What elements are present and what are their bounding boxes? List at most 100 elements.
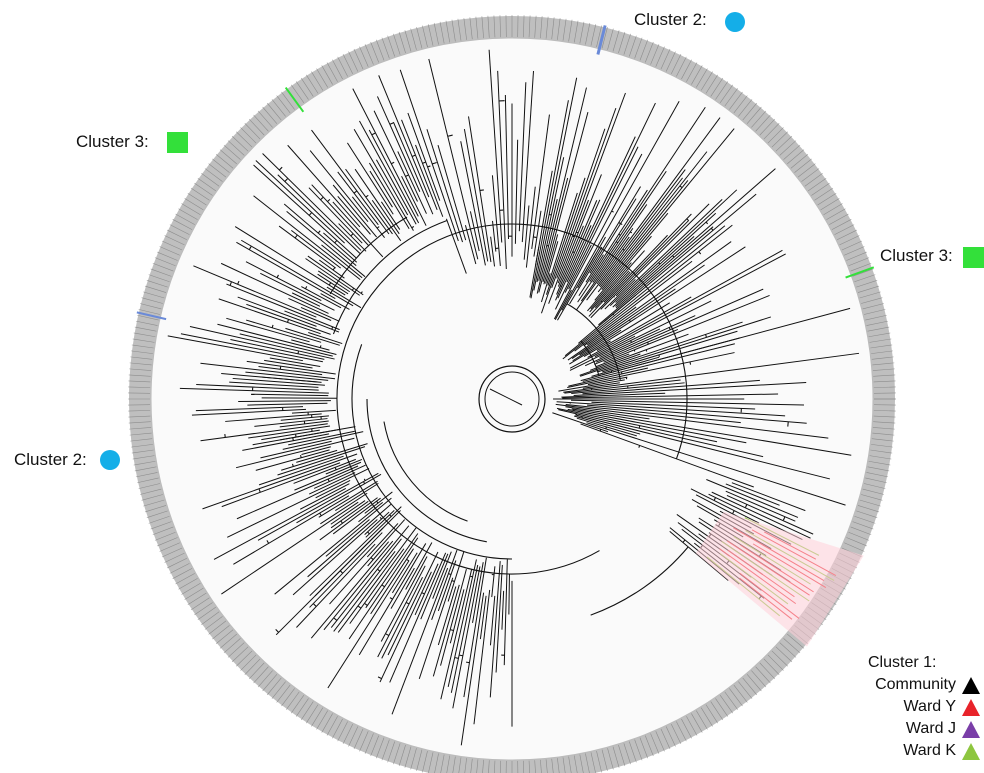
- tree-branch: [329, 519, 406, 605]
- tree-branch: [579, 246, 746, 356]
- tree-branch: [242, 433, 330, 451]
- tree-branch-arc: [454, 657, 459, 659]
- tip-label-tick: [856, 280, 878, 288]
- tip-label-tick: [305, 74, 319, 94]
- tree-branch: [561, 100, 680, 311]
- tree-branch-arc: [782, 516, 786, 521]
- tree-branch: [460, 592, 485, 746]
- tree-branch: [432, 551, 452, 599]
- tree-branch: [503, 559, 508, 666]
- tree-branch: [445, 218, 467, 274]
- tip-label-tick: [867, 326, 890, 332]
- legend-label: Ward J: [905, 720, 956, 737]
- tree-branch: [523, 205, 530, 260]
- tip-label-tick: [161, 240, 183, 251]
- tip-label-tick: [146, 280, 168, 288]
- tip-label-tick: [681, 59, 692, 80]
- tip-label-tick: [872, 432, 895, 436]
- tree-branch: [255, 449, 330, 471]
- tree-branch: [571, 408, 852, 456]
- tree-branch: [567, 264, 705, 361]
- tree-branch: [579, 353, 641, 376]
- tree-branch: [497, 70, 507, 270]
- tree-branch-arc: [447, 134, 453, 137]
- tree-branch-arc: [365, 194, 369, 198]
- tip-label-tick: [866, 472, 889, 478]
- tree-branch: [213, 488, 347, 560]
- tree-branch: [318, 259, 345, 279]
- tip-label-tick: [623, 743, 631, 765]
- tip-label-tick: [779, 140, 797, 156]
- tip-label-tick: [286, 691, 300, 710]
- legend-label: Ward Y: [903, 698, 956, 715]
- tip-label-tick: [148, 274, 170, 283]
- tip-label-tick: [248, 118, 265, 136]
- cluster-2-circle-icon: [725, 12, 745, 32]
- tip-label-tick: [295, 698, 309, 717]
- tip-label-tick: [143, 499, 165, 507]
- backbone-arc: [332, 219, 448, 335]
- tree-branch: [615, 203, 710, 297]
- tree-branch: [253, 164, 357, 259]
- tree-branch: [278, 225, 337, 269]
- tree-branch: [557, 225, 592, 299]
- tip-label-tick: [227, 140, 245, 156]
- tip-label-tick: [481, 16, 484, 39]
- tip-label-tick: [568, 756, 572, 773]
- tree-branch: [345, 168, 393, 235]
- tree-branch: [218, 298, 321, 335]
- tree-branch: [230, 339, 325, 360]
- tip-label-tick: [178, 578, 198, 590]
- tree-branch: [288, 430, 355, 446]
- tip-label-tick: [164, 235, 185, 246]
- tree-branch: [292, 519, 378, 596]
- tip-label-tick: [172, 568, 193, 579]
- tip-label-tick: [751, 110, 767, 128]
- tip-label-tick: [590, 24, 597, 46]
- tree-branch: [566, 136, 636, 283]
- tree-branch: [291, 409, 336, 414]
- tree-branch: [449, 589, 465, 644]
- tip-label-tick: [148, 515, 170, 524]
- tip-label-tick: [404, 30, 412, 52]
- tip-label-tick: [797, 163, 816, 178]
- tree-branch: [300, 306, 332, 321]
- tip-label-tick: [130, 444, 153, 448]
- tree-branch: [389, 552, 447, 683]
- tip-label-tick: [276, 684, 291, 703]
- tree-branch: [595, 288, 764, 363]
- tree-branch: [587, 404, 807, 424]
- tree-branch: [349, 548, 405, 624]
- tree-branch-arc: [237, 280, 240, 285]
- triangle-icon: [962, 720, 980, 738]
- tip-label-tick: [696, 68, 708, 88]
- tip-label-tick: [410, 748, 417, 770]
- tree-branch: [492, 220, 497, 252]
- tip-label-tick: [738, 681, 753, 699]
- tip-label-tick: [253, 666, 269, 684]
- tree-branch: [246, 303, 331, 335]
- backbone-arc: [590, 546, 689, 616]
- tree-branch: [574, 260, 693, 352]
- tip-label-tick: [134, 466, 157, 472]
- tree-branch: [221, 501, 359, 595]
- tree-branch: [320, 492, 368, 525]
- tip-label-tick: [540, 16, 543, 39]
- tip-label-tick: [135, 320, 158, 326]
- tip-label-tick: [763, 658, 780, 675]
- tip-label-tick: [872, 427, 895, 430]
- tip-label-tick: [138, 309, 161, 315]
- tip-label-tick: [169, 224, 190, 235]
- tree-branch: [545, 241, 559, 284]
- tip-label-tick: [763, 123, 780, 140]
- tree-branch-arc: [575, 231, 579, 234]
- tip-label-tick: [364, 733, 374, 754]
- tree-branch: [587, 235, 652, 312]
- tip-label-tick: [134, 326, 157, 332]
- cluster-3-label-left: Cluster 3:: [76, 132, 149, 151]
- tree-branch: [472, 562, 484, 623]
- tip-label-tick: [311, 71, 324, 91]
- tree-branch: [552, 412, 609, 433]
- tip-label-tick: [150, 268, 172, 277]
- tip-label-tick: [676, 56, 687, 77]
